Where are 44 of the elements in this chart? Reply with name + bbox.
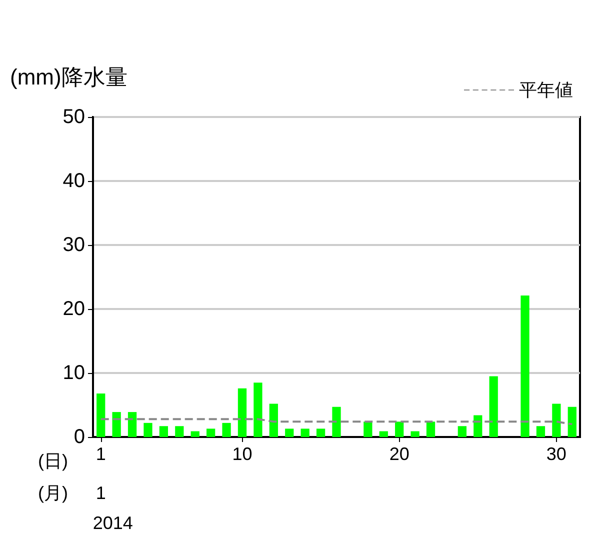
x-tick-label: 10 — [232, 444, 252, 464]
y-tick-label: 50 — [62, 106, 85, 128]
bar — [489, 376, 498, 437]
bar — [190, 431, 200, 437]
bar — [364, 422, 372, 437]
bar — [175, 426, 184, 437]
x-tick-label: 30 — [546, 444, 566, 464]
x-tick-label: 20 — [389, 444, 410, 464]
text: 1 — [96, 483, 106, 503]
bar — [206, 428, 216, 437]
y-tick-label: 20 — [62, 298, 85, 320]
bar — [96, 393, 106, 437]
bar — [568, 406, 576, 437]
bar — [269, 404, 278, 437]
bar — [159, 426, 168, 437]
y-tick-label: 40 — [62, 170, 85, 192]
bar — [300, 428, 310, 437]
bar — [316, 428, 326, 437]
bar — [410, 431, 420, 437]
bar — [395, 422, 404, 437]
text: 2014 — [92, 513, 133, 533]
bar — [112, 412, 121, 437]
y-tick-label: 30 — [62, 234, 85, 256]
bar — [458, 426, 466, 437]
legend-label: 平年値 — [519, 80, 573, 100]
y-tick-label: 0 — [74, 426, 85, 448]
x-tick-label: 1 — [96, 444, 106, 464]
bar — [520, 296, 530, 437]
bar — [222, 422, 231, 437]
x-axis-title: (日) — [38, 451, 68, 471]
bar — [474, 415, 482, 437]
bar — [128, 412, 137, 437]
text: (月) — [38, 483, 68, 503]
bar — [379, 431, 388, 437]
bar — [144, 422, 152, 437]
bar — [536, 426, 546, 437]
bar — [426, 422, 436, 437]
bar — [285, 428, 294, 437]
bar — [332, 406, 341, 437]
y-axis-title: (mm)降水量 — [10, 64, 128, 90]
bar — [238, 388, 247, 437]
y-tick-label: 10 — [62, 362, 85, 384]
bar — [552, 404, 561, 437]
bar — [254, 382, 262, 437]
